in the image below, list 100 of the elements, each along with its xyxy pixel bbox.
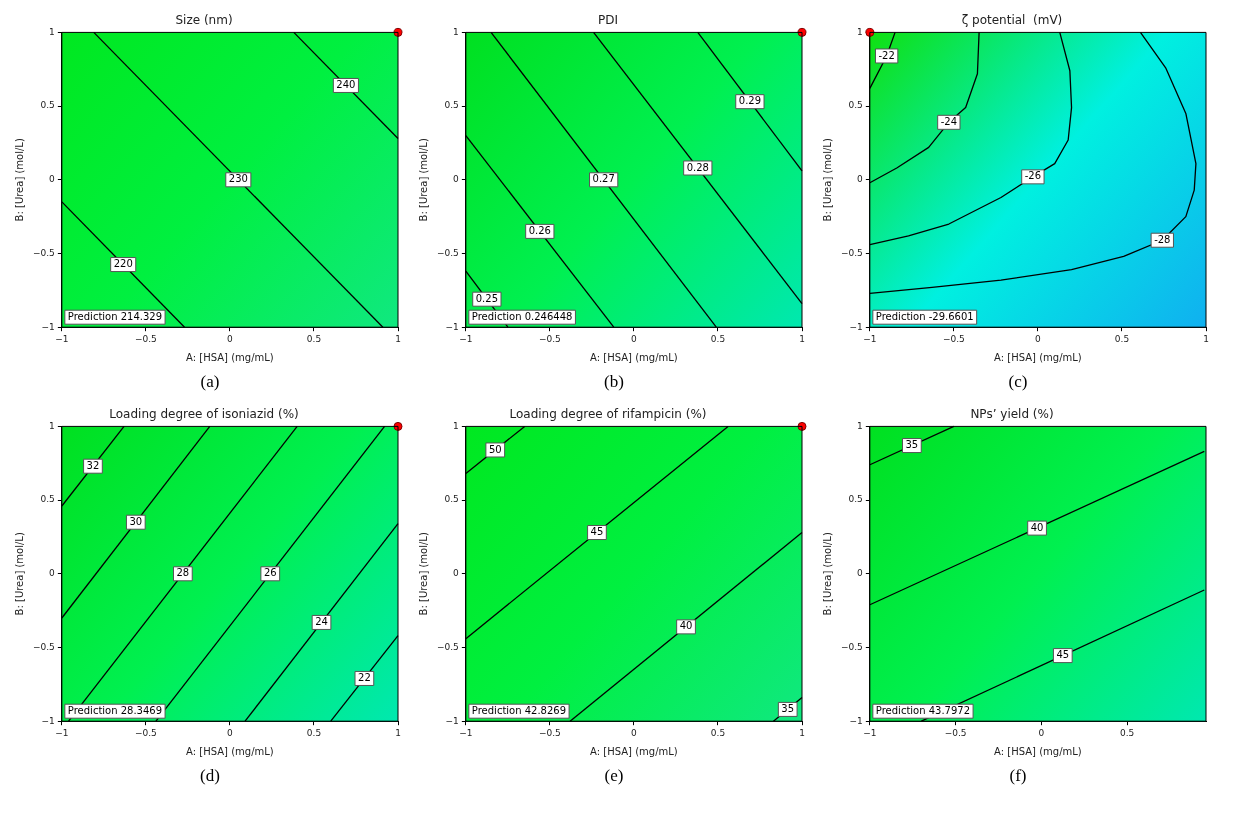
- series-label: 240: [336, 79, 356, 91]
- text: (b): [604, 371, 624, 393]
- annotation: Prediction -29.6601: [875, 310, 974, 322]
- y-axis-title: B: [Urea] (mol/L): [821, 138, 833, 222]
- x-tick-label: −0.5: [944, 727, 967, 738]
- x-tick-label: 0: [1038, 727, 1045, 738]
- y-tick-label: 1: [453, 420, 459, 431]
- x-tick-label: 1: [395, 727, 401, 738]
- y-axis-title: B: [Urea] (mol/L): [13, 138, 25, 222]
- y-tick-label: 0.5: [444, 494, 459, 505]
- x-tick-label: 1: [395, 333, 401, 344]
- x-axis-title: A: [HSA] (mg/mL): [186, 745, 274, 757]
- y-tick-label: −1: [41, 715, 55, 726]
- annotation: Prediction 0.246448: [471, 310, 573, 322]
- series-label: 40: [679, 620, 693, 632]
- y-axis-title: B: [Urea] (mol/L): [417, 532, 429, 616]
- x-tick-label: 1: [1203, 333, 1209, 344]
- y-axis-title: B: [Urea] (mol/L): [821, 532, 833, 616]
- y-tick-label: 0: [857, 568, 864, 579]
- x-tick-label: 0.5: [710, 727, 726, 738]
- chart-title: NPs’ yield (%): [970, 407, 1054, 422]
- y-tick-label: 0: [49, 174, 56, 185]
- chart-title: Loading degree of rifampicin (%): [509, 407, 707, 422]
- text: (f): [1009, 765, 1027, 787]
- y-tick-label: 1: [857, 26, 863, 37]
- annotation: Prediction 214.329: [67, 310, 163, 322]
- series-label: 230: [228, 173, 248, 185]
- x-tick-label: 1: [799, 333, 805, 344]
- y-tick-label: 0.5: [40, 494, 55, 505]
- y-tick-label: 1: [857, 420, 863, 431]
- y-tick-label: 0.5: [848, 494, 863, 505]
- y-tick-label: 1: [453, 26, 459, 37]
- y-tick-label: 0.5: [444, 100, 459, 111]
- series-label: 45: [590, 526, 604, 538]
- series-label: 0.28: [686, 161, 709, 173]
- series-label: 30: [129, 515, 143, 527]
- series-label: 35: [905, 439, 919, 451]
- text: (d): [200, 765, 220, 787]
- x-axis-title: A: [HSA] (mg/mL): [994, 351, 1082, 363]
- series-label: 0.25: [475, 292, 498, 304]
- text: (c): [1008, 371, 1028, 393]
- x-tick-label: −0.5: [538, 727, 561, 738]
- chart-title: Loading degree of isoniazid (%): [109, 407, 299, 422]
- series-label: 0.26: [528, 224, 551, 236]
- text: (a): [200, 371, 220, 393]
- series-label: 0.27: [592, 173, 615, 185]
- y-tick-label: 0.5: [848, 100, 863, 111]
- y-tick-label: −0.5: [32, 641, 55, 652]
- x-tick-label: 0: [1035, 333, 1042, 344]
- x-tick-label: 1: [799, 727, 805, 738]
- series-label: 22: [358, 672, 371, 684]
- y-tick-label: −0.5: [436, 641, 459, 652]
- x-tick-label: 0.5: [306, 727, 322, 738]
- x-axis-title: A: [HSA] (mg/mL): [590, 745, 678, 757]
- x-tick-label: −0.5: [134, 727, 157, 738]
- chart-title: ζ potential (mV): [961, 13, 1063, 28]
- x-axis-title: A: [HSA] (mg/mL): [994, 745, 1082, 757]
- series-label: 220: [113, 258, 133, 270]
- x-tick-label: −0.5: [134, 333, 157, 344]
- y-tick-label: 1: [49, 420, 55, 431]
- x-tick-label: 0: [631, 333, 638, 344]
- x-tick-label: −0.5: [942, 333, 965, 344]
- x-tick-label: 0.5: [1114, 333, 1130, 344]
- y-tick-label: −0.5: [32, 247, 55, 258]
- annotation: Prediction 43.7972: [875, 704, 971, 716]
- annotation: Prediction 28.3469: [67, 704, 163, 716]
- annotation: Prediction 42.8269: [471, 704, 567, 716]
- y-tick-label: 0: [453, 174, 460, 185]
- y-tick-label: −1: [445, 715, 459, 726]
- x-axis-title: A: [HSA] (mg/mL): [590, 351, 678, 363]
- y-tick-label: 0: [49, 568, 56, 579]
- y-tick-label: −1: [849, 321, 863, 332]
- x-axis-title: A: [HSA] (mg/mL): [186, 351, 274, 363]
- series-label: 32: [86, 459, 100, 471]
- series-label: 35: [781, 703, 795, 714]
- y-axis-title: B: [Urea] (mol/L): [13, 532, 25, 616]
- x-tick-label: 0: [227, 333, 234, 344]
- y-tick-label: 1: [49, 26, 55, 37]
- y-tick-label: −1: [445, 321, 459, 332]
- series-label: 40: [1030, 521, 1044, 533]
- x-tick-label: 0.5: [710, 333, 726, 344]
- series-label: 24: [315, 616, 328, 628]
- y-tick-label: −0.5: [840, 247, 863, 258]
- x-tick-label: 0: [227, 727, 234, 738]
- x-tick-label: −0.5: [538, 333, 561, 344]
- y-tick-label: −1: [41, 321, 55, 332]
- y-tick-label: 0: [453, 568, 460, 579]
- y-tick-label: −0.5: [840, 641, 863, 652]
- y-tick-label: −1: [849, 715, 863, 726]
- chart-title: Size (nm): [175, 13, 233, 28]
- x-tick-label: 0.5: [306, 333, 322, 344]
- series-label: 0.29: [738, 95, 762, 107]
- series-label: 26: [263, 567, 277, 579]
- y-tick-label: −0.5: [436, 247, 459, 258]
- y-tick-label: 0: [857, 174, 864, 185]
- series-label: 50: [488, 443, 502, 455]
- series-label: 45: [1056, 649, 1070, 661]
- y-axis-title: B: [Urea] (mol/L): [417, 138, 429, 222]
- y-tick-label: 0.5: [40, 100, 55, 111]
- chart-title: PDI: [597, 13, 619, 28]
